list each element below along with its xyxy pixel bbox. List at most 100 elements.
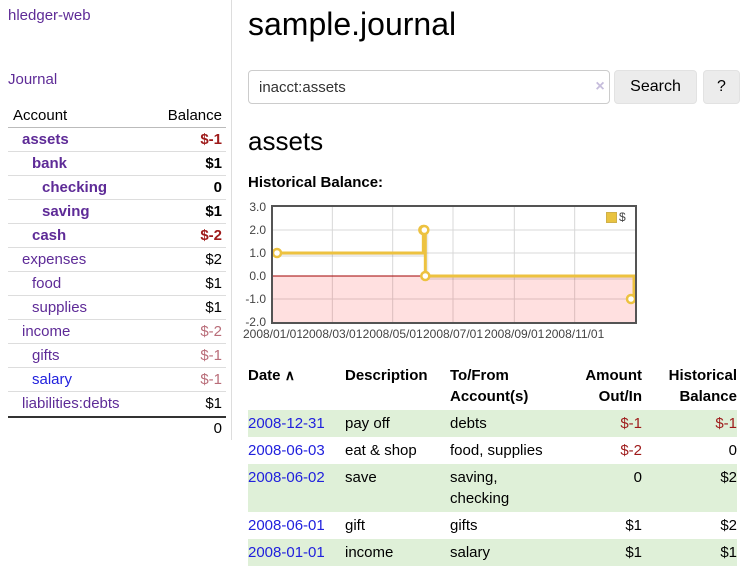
balance-chart-canvas bbox=[273, 207, 635, 322]
register-cell-amount: $-2 bbox=[620, 442, 642, 459]
account-heading: assets bbox=[248, 126, 324, 156]
register-cell-date: 2008-06-02 bbox=[248, 464, 345, 512]
register-cell-description: eat & shop bbox=[345, 442, 417, 459]
x-tick-label: 2008/11/01 bbox=[545, 327, 605, 342]
register-cell-accounts: gifts bbox=[450, 517, 478, 534]
account-link[interactable]: supplies bbox=[32, 299, 88, 316]
accounts-table: Account Balance assets $-1 bank $1 checking 0… bbox=[8, 104, 226, 440]
register-cell-accounts: debts bbox=[450, 415, 487, 432]
search-button[interactable]: Search bbox=[614, 70, 697, 104]
register-cell-amount: 0 bbox=[633, 469, 642, 486]
register-cell-date: 2008-06-01 bbox=[248, 512, 345, 539]
transaction-date-link[interactable]: 2008-06-03 bbox=[248, 442, 325, 459]
x-tick-label: 2008/05/01 bbox=[362, 327, 423, 342]
account-balance: $1 bbox=[205, 299, 222, 316]
register-row: 2008-12-31 pay off debts $-1 $-1 bbox=[248, 410, 737, 437]
y-tick-label: 1.0 bbox=[249, 246, 266, 260]
account-balance: $2 bbox=[205, 251, 222, 268]
account-link[interactable]: gifts bbox=[32, 347, 60, 364]
search-input[interactable] bbox=[248, 70, 610, 104]
register-row: 2008-06-01 gift gifts $1 $2 bbox=[248, 512, 737, 539]
account-row: expenses $2 bbox=[8, 248, 226, 272]
register-cell-description: gift bbox=[345, 517, 366, 534]
x-tick-label: 2008/07/01 bbox=[422, 327, 484, 342]
register-cell-balance: $2 bbox=[720, 517, 737, 534]
register-cell-description: income bbox=[345, 544, 394, 561]
account-balance: $1 bbox=[205, 395, 222, 412]
register-cell-description: save bbox=[345, 469, 377, 486]
account-link[interactable]: food bbox=[32, 275, 62, 292]
account-row: checking 0 bbox=[8, 176, 226, 200]
x-tick-label: 2008/01/01 bbox=[242, 327, 304, 342]
chart-legend: $ bbox=[606, 210, 626, 224]
register-cell-date: 2008-12-31 bbox=[248, 410, 345, 437]
account-balance: $1 bbox=[205, 275, 222, 292]
x-tick-label: 2008/03/01 bbox=[302, 327, 363, 342]
account-row: food $1 bbox=[8, 272, 226, 296]
account-link[interactable]: assets bbox=[22, 131, 69, 148]
account-balance: $-2 bbox=[200, 323, 222, 340]
register-row: 2008-06-03 eat & shop food, supplies $-2 0 bbox=[248, 437, 737, 464]
legend-swatch-icon bbox=[606, 211, 617, 223]
register-header-accounts: To/From Account(s) bbox=[450, 367, 529, 405]
sidebar: hledger-web Journal Account Balance asse… bbox=[0, 0, 232, 440]
register-header-date[interactable]: Date ∧ bbox=[248, 367, 295, 384]
account-balance: $-1 bbox=[200, 371, 222, 388]
y-tick-label: 3.0 bbox=[249, 200, 266, 214]
sort-ascending-icon: ∧ bbox=[284, 367, 295, 383]
account-link[interactable]: saving bbox=[42, 203, 90, 220]
transaction-date-link[interactable]: 2008-12-31 bbox=[248, 415, 325, 432]
register-cell-amount: $1 bbox=[625, 517, 642, 534]
transaction-date-link[interactable]: 2008-06-01 bbox=[248, 517, 325, 534]
account-link[interactable]: income bbox=[22, 323, 71, 340]
accounts-table-header: Account Balance bbox=[8, 104, 226, 128]
account-row: cash $-2 bbox=[8, 224, 226, 248]
register-cell-date: 2008-06-03 bbox=[248, 437, 345, 464]
register-cell-accounts: salary bbox=[450, 544, 491, 561]
transaction-date-link[interactable]: 2008-06-02 bbox=[248, 469, 325, 486]
register-row: 2008-06-02 save saving, checking 0 $2 bbox=[248, 464, 737, 512]
page-title: sample.journal bbox=[248, 6, 457, 42]
x-tick-label: 2008/09/01 bbox=[484, 327, 545, 342]
register-cell-balance: $-1 bbox=[715, 415, 737, 432]
register-cell-accounts: saving, checking bbox=[450, 469, 510, 507]
clear-search-icon[interactable]: × bbox=[595, 78, 605, 95]
account-row: salary $-1 bbox=[8, 368, 226, 392]
transaction-date-link[interactable]: 2008-01-01 bbox=[248, 544, 325, 561]
account-row: saving $1 bbox=[8, 200, 226, 224]
register-cell-date: 2008-01-01 bbox=[248, 539, 345, 566]
register-cell-balance: 0 bbox=[728, 442, 737, 459]
account-row: assets $-1 bbox=[8, 128, 226, 152]
account-link[interactable]: bank bbox=[32, 155, 68, 172]
register-cell-balance: $1 bbox=[720, 544, 737, 561]
register-cell-balance: $2 bbox=[720, 469, 737, 486]
help-button[interactable]: ? bbox=[703, 70, 740, 104]
account-link[interactable]: expenses bbox=[22, 251, 87, 268]
legend-label: $ bbox=[619, 210, 626, 224]
register-cell-amount: $1 bbox=[625, 544, 642, 561]
balance-chart-plot[interactable] bbox=[271, 205, 637, 324]
account-balance: $1 bbox=[205, 155, 222, 172]
account-balance: $1 bbox=[205, 203, 222, 220]
accounts-total-balance: 0 bbox=[213, 420, 222, 437]
account-link[interactable]: cash bbox=[32, 227, 67, 244]
account-link[interactable]: checking bbox=[42, 179, 108, 196]
account-link[interactable]: salary bbox=[32, 371, 73, 388]
account-link[interactable]: liabilities:debts bbox=[22, 395, 120, 412]
account-row: liabilities:debts $1 bbox=[8, 392, 226, 416]
account-balance: $-2 bbox=[200, 227, 222, 244]
account-row: bank $1 bbox=[8, 152, 226, 176]
chart-title: Historical Balance: bbox=[248, 174, 384, 191]
register-header-amount: Amount Out/In bbox=[585, 367, 642, 405]
brand-link[interactable]: hledger-web bbox=[8, 7, 91, 24]
accounts-header-account: Account bbox=[13, 107, 68, 124]
register-header-balance: Historical Balance bbox=[668, 367, 737, 405]
register-cell-description: pay off bbox=[345, 415, 390, 432]
sidebar-item-journal[interactable]: Journal bbox=[8, 71, 58, 88]
register-row: 2008-01-01 income salary $1 $1 bbox=[248, 539, 737, 566]
register-header-description: Description bbox=[345, 367, 428, 384]
register-table: Date ∧ Description To/From Account(s) Am… bbox=[248, 362, 737, 566]
register-header-row: Date ∧ Description To/From Account(s) Am… bbox=[248, 362, 737, 410]
y-tick-label: -1.0 bbox=[245, 292, 266, 306]
